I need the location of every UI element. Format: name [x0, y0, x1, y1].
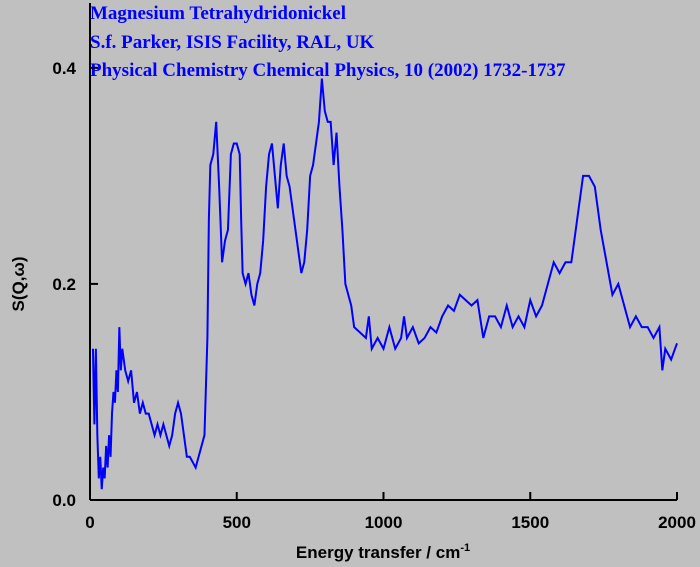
- x-axis-label: Energy transfer / cm-1: [296, 542, 470, 562]
- data-line: [91, 78, 678, 490]
- x-tick-label: 500: [223, 513, 251, 532]
- x-tick-label: 1500: [511, 513, 549, 532]
- x-tick-label: 1000: [365, 513, 403, 532]
- x-axis-label-text: Energy transfer / cm: [296, 543, 460, 562]
- x-axis-label-superscript: -1: [460, 542, 470, 554]
- title-line: S.f. Parker, ISIS Facility, RAL, UK: [90, 32, 375, 53]
- title-line: Magnesium Tetrahydridonickel: [90, 3, 346, 24]
- y-tick-label: 0.2: [52, 275, 76, 294]
- y-axis-label: S(Q,ω): [9, 257, 28, 312]
- x-tick-label: 0: [85, 513, 94, 532]
- x-tick-label: 2000: [658, 513, 696, 532]
- y-tick-label: 0.4: [52, 59, 76, 78]
- y-tick-label: 0.0: [52, 491, 76, 510]
- title-line: Physical Chemistry Chemical Physics, 10 …: [90, 60, 566, 81]
